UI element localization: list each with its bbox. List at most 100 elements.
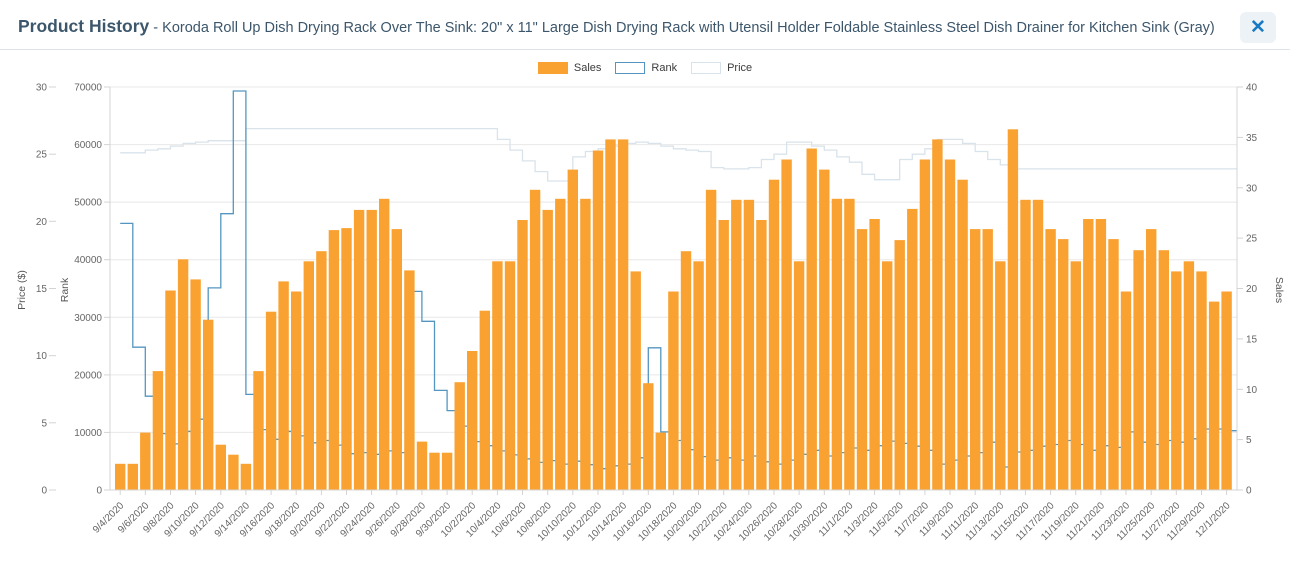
close-button[interactable]: ✕: [1240, 12, 1276, 43]
sales-bar[interactable]: [756, 220, 767, 490]
rank-swatch-icon: [615, 62, 646, 74]
sales-bar[interactable]: [869, 219, 880, 490]
sales-bar[interactable]: [668, 291, 679, 491]
sales-bar[interactable]: [190, 279, 201, 490]
sales-bar[interactable]: [844, 198, 855, 491]
sales-bar[interactable]: [680, 251, 692, 490]
sales-bar[interactable]: [1032, 199, 1044, 491]
sales-bar[interactable]: [995, 261, 1006, 490]
svg-text:15: 15: [36, 284, 48, 295]
sales-bar[interactable]: [366, 209, 377, 490]
sales-bar[interactable]: [1221, 291, 1232, 491]
sales-bar[interactable]: [542, 209, 553, 490]
sales-bar[interactable]: [328, 230, 340, 490]
sales-bar[interactable]: [303, 261, 314, 490]
sales-bar[interactable]: [203, 319, 214, 490]
sales-bar[interactable]: [831, 198, 843, 491]
sales-bar[interactable]: [894, 240, 905, 490]
sales-bar[interactable]: [743, 199, 755, 491]
sales-bar[interactable]: [731, 199, 742, 491]
sales-bar[interactable]: [982, 229, 993, 490]
sales-bar[interactable]: [1108, 239, 1119, 490]
legend-label: Sales: [573, 62, 602, 74]
sales-bar[interactable]: [718, 220, 729, 490]
sales-bar[interactable]: [793, 261, 805, 490]
sales-bar[interactable]: [391, 229, 402, 490]
sales-bar[interactable]: [492, 261, 503, 490]
sales-bar[interactable]: [517, 220, 528, 490]
sales-bar[interactable]: [379, 198, 390, 491]
sales-bar[interactable]: [1020, 199, 1031, 491]
sales-bar[interactable]: [1158, 250, 1169, 490]
sales-bar[interactable]: [441, 452, 453, 490]
sales-bar[interactable]: [429, 452, 440, 490]
sales-bar[interactable]: [781, 159, 792, 491]
sales-bar[interactable]: [152, 371, 164, 490]
sales-bar[interactable]: [291, 291, 302, 491]
svg-text:20000: 20000: [74, 370, 102, 381]
sales-bar[interactable]: [1196, 271, 1207, 490]
sales-bar[interactable]: [240, 463, 252, 490]
sales-bar[interactable]: [567, 169, 578, 490]
sales-bar[interactable]: [555, 198, 566, 491]
sales-bar[interactable]: [856, 229, 868, 490]
sales-bar[interactable]: [592, 150, 604, 491]
sales-bar[interactable]: [1146, 229, 1157, 490]
sales-bar[interactable]: [479, 310, 490, 490]
sales-bar[interactable]: [970, 229, 981, 490]
sales-bar[interactable]: [1045, 229, 1056, 490]
sales-bar[interactable]: [467, 351, 478, 490]
sales-bar[interactable]: [353, 209, 365, 490]
sales-bar[interactable]: [253, 371, 264, 490]
legend-item-sales[interactable]: Sales: [537, 62, 602, 74]
sales-bar[interactable]: [932, 139, 943, 490]
sales-bar[interactable]: [228, 454, 239, 490]
sales-bar[interactable]: [416, 441, 428, 490]
sales-bar[interactable]: [215, 444, 226, 490]
sales-bar[interactable]: [1183, 261, 1195, 490]
sales-bar[interactable]: [1070, 261, 1081, 490]
sales-bar[interactable]: [454, 382, 465, 490]
sales-bar[interactable]: [529, 189, 541, 491]
sales-bar[interactable]: [655, 432, 666, 490]
sales-bar[interactable]: [957, 179, 968, 490]
sales-bar[interactable]: [278, 281, 289, 490]
sales-bar[interactable]: [643, 383, 654, 490]
sales-bar[interactable]: [1007, 129, 1019, 491]
svg-text:40: 40: [1246, 83, 1258, 94]
sales-bar[interactable]: [580, 198, 591, 491]
sales-bar[interactable]: [165, 290, 176, 491]
sales-bar[interactable]: [907, 208, 918, 490]
sales-bar[interactable]: [341, 228, 352, 490]
sales-bar[interactable]: [316, 251, 327, 490]
sales-bar[interactable]: [140, 432, 151, 490]
sales-bar[interactable]: [768, 179, 780, 490]
sales-bar[interactable]: [177, 259, 189, 490]
sales-bar[interactable]: [1171, 271, 1182, 490]
sales-bar[interactable]: [693, 261, 704, 490]
legend-item-rank[interactable]: Rank: [615, 62, 677, 74]
sales-bar[interactable]: [127, 463, 138, 490]
legend-item-price[interactable]: Price: [691, 62, 752, 74]
sales-bar[interactable]: [1208, 301, 1220, 490]
sales-bar[interactable]: [605, 139, 616, 490]
sales-bar[interactable]: [919, 159, 931, 491]
sales-bar[interactable]: [806, 148, 817, 491]
sales-bar[interactable]: [1095, 219, 1107, 490]
sales-bar[interactable]: [705, 189, 717, 491]
sales-bar[interactable]: [819, 169, 830, 490]
sales-bar[interactable]: [115, 463, 126, 490]
sales-bar[interactable]: [404, 270, 415, 490]
sales-bar[interactable]: [1058, 239, 1069, 490]
sales-bar[interactable]: [1083, 219, 1094, 490]
sales-bar[interactable]: [1120, 291, 1132, 491]
sales-bar[interactable]: [630, 271, 641, 490]
sales-bar[interactable]: [882, 261, 893, 490]
sales-bar[interactable]: [504, 261, 516, 490]
sales-bar[interactable]: [1133, 250, 1144, 490]
svg-text:70000: 70000: [74, 83, 102, 94]
svg-text:30000: 30000: [74, 313, 102, 324]
sales-bar[interactable]: [617, 139, 629, 490]
sales-bar[interactable]: [944, 159, 956, 491]
sales-bar[interactable]: [265, 311, 277, 490]
